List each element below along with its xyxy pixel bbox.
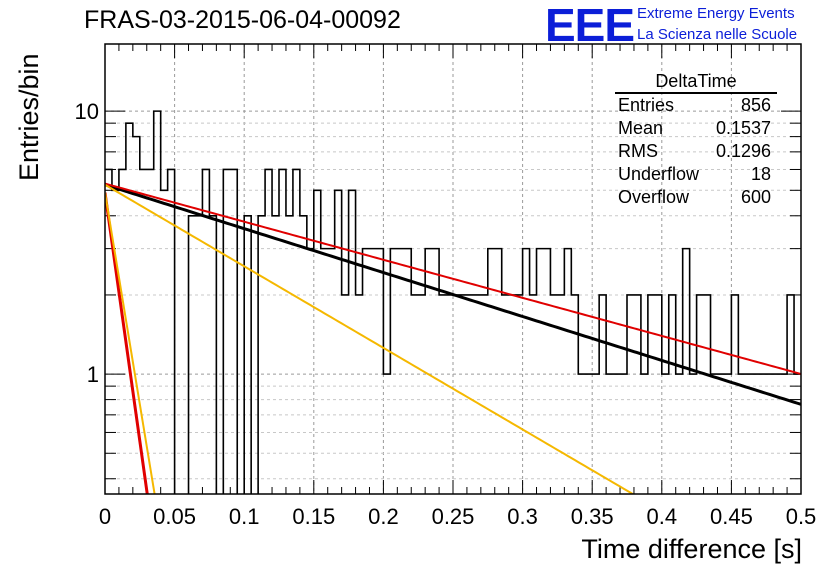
x-tick-label: 0.05 <box>153 504 196 529</box>
y-axis-label: Entries/bin <box>14 53 44 181</box>
eee-logo: EEE <box>545 0 635 51</box>
fit-series-3 <box>105 183 635 494</box>
stats-row-underflow: Underflow 18 <box>615 163 777 186</box>
chart-title: FRAS-03-2015-06-04-00092 <box>84 6 401 34</box>
logo-line-2: La Scienza nelle Scuole <box>637 26 798 43</box>
stats-value: 856 <box>740 95 771 115</box>
fit-series-5 <box>105 192 156 494</box>
plot-frame <box>104 43 802 495</box>
stats-label: RMS <box>618 141 658 161</box>
stats-label: Entries <box>618 95 675 115</box>
histogram-series <box>105 110 801 494</box>
stats-row-rms: RMS 0.1296 <box>615 140 777 163</box>
fit-series-4 <box>105 192 149 494</box>
x-tick-label: 0.45 <box>710 504 753 529</box>
x-tick-label: 0.2 <box>368 504 399 529</box>
y-tick-label: 1 <box>87 362 99 387</box>
stats-label: Mean <box>618 118 664 138</box>
x-tick-label: 0.1 <box>229 504 260 529</box>
x-tick-label: 0 <box>99 504 111 529</box>
logo-line-1: Extreme Energy Events <box>637 5 795 22</box>
stats-value: 600 <box>740 187 771 207</box>
stats-row-mean: Mean 0.1537 <box>615 117 777 140</box>
x-tick-label: 0.5 <box>786 504 817 529</box>
x-tick-label: 0.15 <box>292 504 335 529</box>
stats-label: Underflow <box>618 164 700 184</box>
stats-box: DeltaTime Entries 856 Mean 0.1537 RMS 0.… <box>615 70 777 209</box>
stats-title: DeltaTime <box>615 70 777 94</box>
stats-label: Overflow <box>618 187 690 207</box>
fit-series-2 <box>105 182 801 375</box>
y-tick-label: 10 <box>75 99 99 124</box>
fit-series-1 <box>105 183 801 406</box>
x-tick-label: 0.4 <box>647 504 678 529</box>
x-tick-label: 0.35 <box>571 504 614 529</box>
stats-value: 18 <box>750 164 771 184</box>
x-tick-label: 0.25 <box>432 504 475 529</box>
stats-value: 0.1537 <box>715 118 771 138</box>
stats-value: 0.1296 <box>715 141 771 161</box>
x-axis-label: Time difference [s] <box>581 534 802 564</box>
stats-row-entries: Entries 856 <box>615 94 777 117</box>
x-tick-label: 0.3 <box>507 504 538 529</box>
stats-row-overflow: Overflow 600 <box>615 186 777 209</box>
